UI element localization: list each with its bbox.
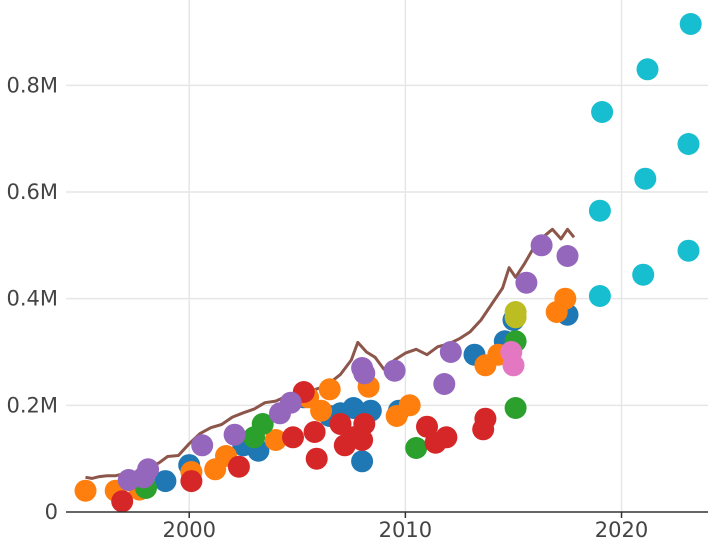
scatter-point bbox=[191, 434, 214, 457]
scatter-point bbox=[588, 199, 611, 222]
scatter-point bbox=[251, 413, 274, 435]
scatter-point bbox=[530, 234, 553, 257]
scatter-point bbox=[137, 458, 160, 481]
scatter-point bbox=[342, 397, 365, 419]
scatter-point bbox=[474, 407, 497, 430]
points-layer bbox=[74, 13, 702, 513]
scatter-point bbox=[433, 373, 456, 395]
scatter-point bbox=[677, 239, 700, 262]
scatter-point bbox=[353, 413, 376, 435]
scatter-point bbox=[351, 429, 374, 451]
scatter-point bbox=[591, 101, 614, 123]
scatter-point bbox=[515, 271, 538, 294]
x-tick-label: 2010 bbox=[379, 518, 432, 542]
scatter-point bbox=[351, 450, 374, 473]
scatter-point bbox=[279, 391, 302, 414]
scatter-point bbox=[398, 394, 421, 417]
scatter-point bbox=[634, 167, 657, 190]
scatter-point bbox=[318, 378, 341, 401]
scatter-point bbox=[310, 399, 333, 422]
scatter-point bbox=[264, 429, 287, 451]
scatter-point bbox=[636, 58, 659, 81]
scatter-point bbox=[504, 397, 527, 419]
x-tick-label: 2000 bbox=[162, 518, 215, 542]
scatter-point bbox=[502, 354, 525, 377]
y-tick-label: 0.8M bbox=[6, 73, 58, 97]
scatter-point bbox=[679, 13, 702, 35]
scatter-point bbox=[383, 359, 406, 382]
scatter-point bbox=[435, 426, 458, 449]
y-tick-label: 0.2M bbox=[6, 393, 58, 417]
scatter-point bbox=[223, 423, 246, 446]
scatter-point bbox=[282, 426, 304, 449]
scatter-point bbox=[677, 133, 700, 155]
scatter-point bbox=[588, 285, 611, 307]
scatter-point bbox=[556, 245, 579, 267]
scatter-point bbox=[305, 447, 328, 470]
scatter-point bbox=[632, 263, 655, 286]
scatter-point bbox=[554, 287, 577, 310]
scatter-point bbox=[111, 490, 134, 513]
grid bbox=[66, 0, 708, 512]
scatter-point bbox=[227, 455, 250, 478]
scatter-point bbox=[353, 362, 376, 385]
scatter-point bbox=[405, 437, 428, 459]
scatter-point bbox=[74, 479, 97, 502]
scatter-point bbox=[439, 341, 462, 363]
scatter-point bbox=[303, 421, 326, 443]
y-tick-label: 0.6M bbox=[6, 180, 58, 204]
scatter-point bbox=[180, 470, 203, 493]
x-tick-label: 2020 bbox=[595, 518, 648, 542]
scatter-point bbox=[154, 470, 177, 493]
axes: 2000 2010 2020 0 0.2M 0.4M 0.6M 0.8M bbox=[6, 73, 708, 542]
y-tick-label: 0 bbox=[45, 500, 58, 524]
y-tick-label: 0.4M bbox=[6, 287, 58, 311]
scatter-point bbox=[504, 306, 527, 329]
